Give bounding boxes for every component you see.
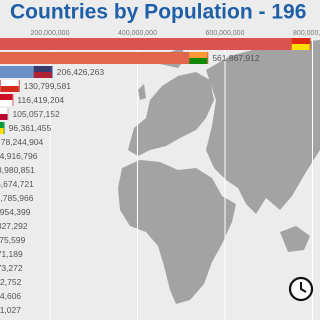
value-label: 58,980,851 bbox=[0, 165, 35, 175]
value-label: 116,419,204 bbox=[17, 95, 64, 105]
x-tick-label: 400,000,000 bbox=[118, 30, 157, 37]
europe bbox=[128, 72, 214, 156]
value-label: 28,052,752 bbox=[0, 277, 22, 287]
value-label: 206,426,263 bbox=[57, 67, 105, 77]
value-label: 96,361,455 bbox=[9, 123, 52, 133]
flag-stripe bbox=[0, 128, 4, 134]
flag-stripe bbox=[33, 72, 52, 78]
value-label: 30,973,272 bbox=[0, 263, 23, 273]
flag bbox=[0, 108, 8, 120]
x-tick-label: 800,000,000 bbox=[293, 30, 320, 37]
plot: 200,000,000 400,000,000 600,000,000 800,000… bbox=[0, 30, 320, 320]
flag-stripe bbox=[291, 44, 310, 50]
value-label: 48,954,399 bbox=[0, 207, 31, 217]
value-label: 78,244,904 bbox=[1, 137, 44, 147]
britain bbox=[138, 84, 146, 100]
bar bbox=[0, 52, 209, 64]
value-label: 105,057,152 bbox=[12, 109, 60, 119]
flag-stripe bbox=[0, 100, 13, 106]
islands bbox=[280, 226, 310, 252]
value-label: 561,867,912 bbox=[212, 53, 260, 63]
chart-title: Countries by Population - 196 bbox=[10, 1, 306, 24]
value-label: 31,271,189 bbox=[0, 249, 23, 259]
flag bbox=[291, 38, 310, 50]
world-map bbox=[118, 40, 320, 304]
value-label: 27,221,027 bbox=[0, 305, 21, 315]
flag bbox=[0, 80, 19, 92]
x-tick-label: 600,000,000 bbox=[206, 30, 245, 37]
value-label: 27,654,606 bbox=[0, 291, 21, 301]
asia bbox=[206, 40, 320, 214]
value-label: 64,916,796 bbox=[0, 151, 38, 161]
flag-stripe bbox=[0, 114, 8, 120]
bar bbox=[0, 38, 311, 50]
value-label: 130,799,581 bbox=[24, 81, 72, 91]
clock-icon bbox=[288, 276, 314, 302]
x-tick-label: 200,000,000 bbox=[31, 30, 70, 37]
africa bbox=[118, 160, 236, 304]
flag bbox=[0, 94, 13, 106]
clock-hands bbox=[300, 282, 307, 293]
flag bbox=[189, 52, 208, 64]
value-label: 55,785,966 bbox=[0, 193, 34, 203]
flag bbox=[0, 122, 4, 134]
value-label: 56,674,721 bbox=[0, 179, 34, 189]
flag-stripe bbox=[189, 58, 208, 64]
flag-stripe bbox=[0, 86, 19, 92]
value-label: 42,327,292 bbox=[0, 221, 28, 231]
flag bbox=[33, 66, 52, 78]
value-label: 37,175,599 bbox=[0, 235, 26, 245]
